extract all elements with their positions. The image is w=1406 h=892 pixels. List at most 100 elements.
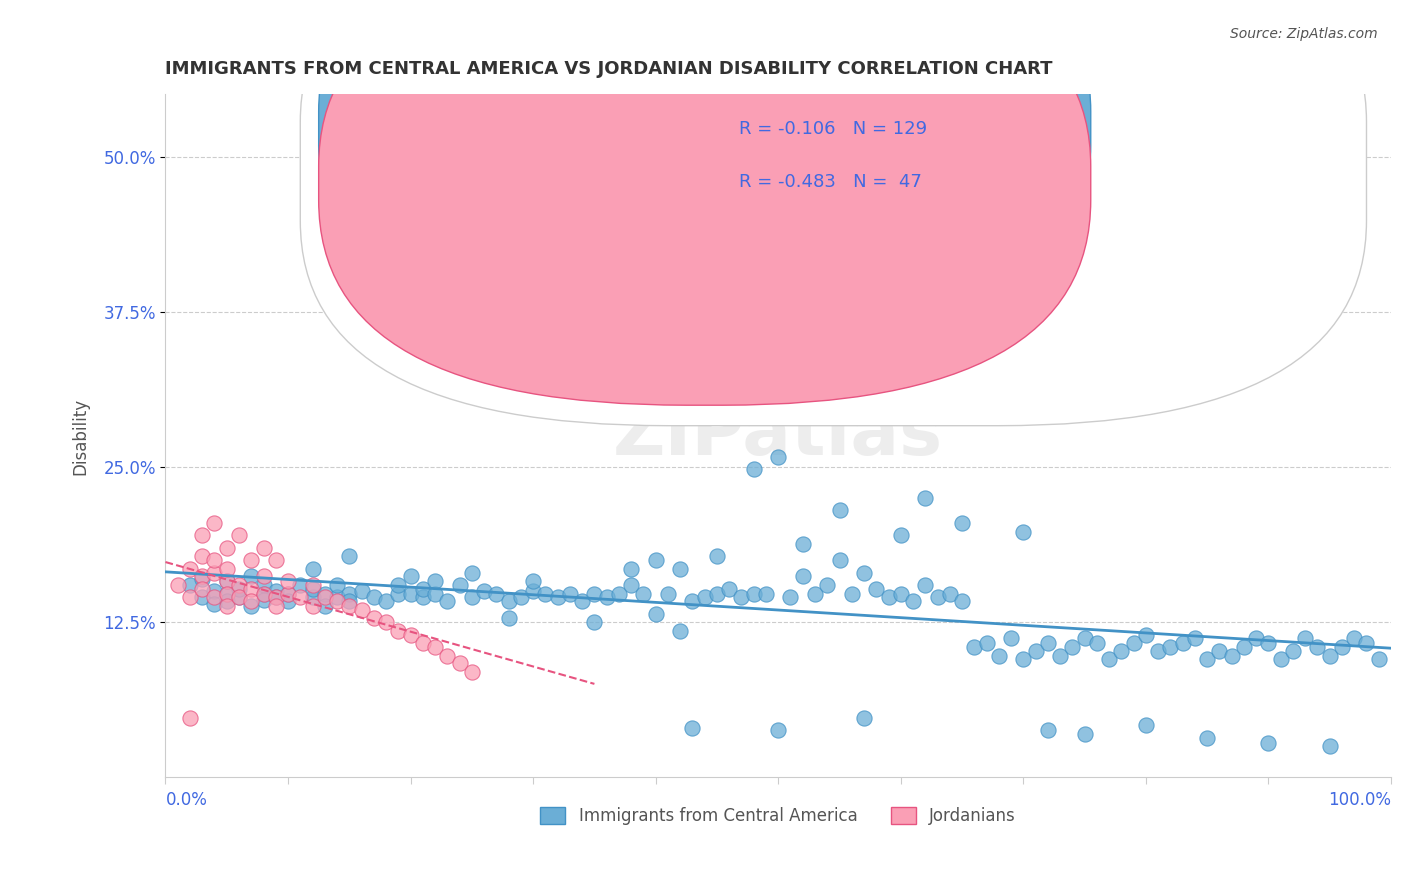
Point: [1012, 524, 1035, 539]
Point: [472, 584, 495, 599]
Point: [204, 584, 226, 599]
Point: [1330, 640, 1353, 654]
Point: [277, 587, 299, 601]
Y-axis label: Disability: Disability: [72, 397, 89, 475]
Point: [264, 591, 287, 605]
Point: [337, 587, 360, 601]
Point: [252, 587, 274, 601]
Point: [1257, 736, 1279, 750]
Point: [337, 599, 360, 613]
Point: [363, 591, 385, 605]
Point: [449, 657, 471, 671]
Point: [939, 587, 962, 601]
Point: [204, 597, 226, 611]
Point: [1062, 640, 1084, 654]
Text: ZIPatlas: ZIPatlas: [613, 401, 943, 470]
Point: [890, 528, 912, 542]
Point: [326, 578, 349, 592]
Point: [828, 553, 851, 567]
Point: [620, 578, 643, 592]
Point: [1257, 636, 1279, 650]
Point: [215, 541, 238, 555]
Point: [828, 503, 851, 517]
Point: [1073, 727, 1095, 741]
Point: [387, 587, 409, 601]
Point: [461, 566, 484, 580]
Point: [927, 591, 949, 605]
Point: [1368, 652, 1391, 666]
Point: [399, 627, 422, 641]
Point: [1171, 636, 1194, 650]
Point: [461, 665, 484, 679]
Point: [252, 541, 274, 555]
Point: [277, 574, 299, 589]
Point: [987, 280, 1010, 294]
Point: [264, 599, 287, 613]
Point: [620, 562, 643, 576]
Point: [363, 611, 385, 625]
FancyBboxPatch shape: [319, 0, 1091, 405]
Point: [290, 578, 312, 592]
Text: R = -0.106   N = 129: R = -0.106 N = 129: [740, 120, 927, 137]
Point: [644, 553, 666, 567]
Point: [607, 587, 630, 601]
Point: [240, 553, 263, 567]
Point: [337, 594, 360, 608]
Point: [264, 584, 287, 599]
Point: [228, 591, 250, 605]
Point: [1197, 652, 1219, 666]
Point: [485, 587, 508, 601]
Point: [1025, 644, 1047, 658]
Point: [730, 591, 752, 605]
Point: [1036, 723, 1059, 738]
Point: [1208, 644, 1230, 658]
Point: [1135, 627, 1157, 641]
Point: [215, 594, 238, 608]
Point: [191, 569, 214, 583]
Point: [633, 587, 655, 601]
Legend: Immigrants from Central America, Jordanians: Immigrants from Central America, Jordani…: [534, 801, 1022, 832]
Point: [509, 591, 531, 605]
Point: [252, 587, 274, 601]
Point: [264, 553, 287, 567]
Point: [706, 587, 728, 601]
Point: [1135, 718, 1157, 732]
Point: [877, 591, 900, 605]
Point: [1012, 652, 1035, 666]
Point: [1319, 739, 1341, 754]
Point: [179, 578, 201, 592]
Point: [204, 566, 226, 580]
Point: [498, 611, 520, 625]
Point: [412, 582, 434, 596]
Point: [240, 582, 263, 596]
Point: [890, 587, 912, 601]
Point: [423, 587, 446, 601]
Point: [1000, 632, 1022, 646]
Point: [1306, 640, 1329, 654]
Point: [718, 582, 741, 596]
Point: [669, 562, 692, 576]
Point: [768, 723, 790, 738]
Point: [522, 574, 544, 589]
Point: [215, 562, 238, 576]
Text: 0.0%: 0.0%: [166, 791, 207, 809]
Point: [1233, 640, 1256, 654]
Point: [779, 591, 801, 605]
Point: [215, 574, 238, 589]
Point: [792, 569, 814, 583]
Point: [301, 599, 323, 613]
Point: [350, 584, 373, 599]
Point: [277, 587, 299, 601]
Point: [204, 591, 226, 605]
Text: Source: ZipAtlas.com: Source: ZipAtlas.com: [1230, 27, 1378, 41]
Point: [326, 591, 349, 605]
Point: [461, 591, 484, 605]
Point: [693, 591, 716, 605]
Point: [1184, 632, 1206, 646]
Point: [1085, 636, 1108, 650]
Point: [914, 578, 936, 592]
Point: [742, 462, 765, 476]
Point: [804, 587, 827, 601]
Point: [1111, 644, 1133, 658]
Point: [436, 594, 458, 608]
